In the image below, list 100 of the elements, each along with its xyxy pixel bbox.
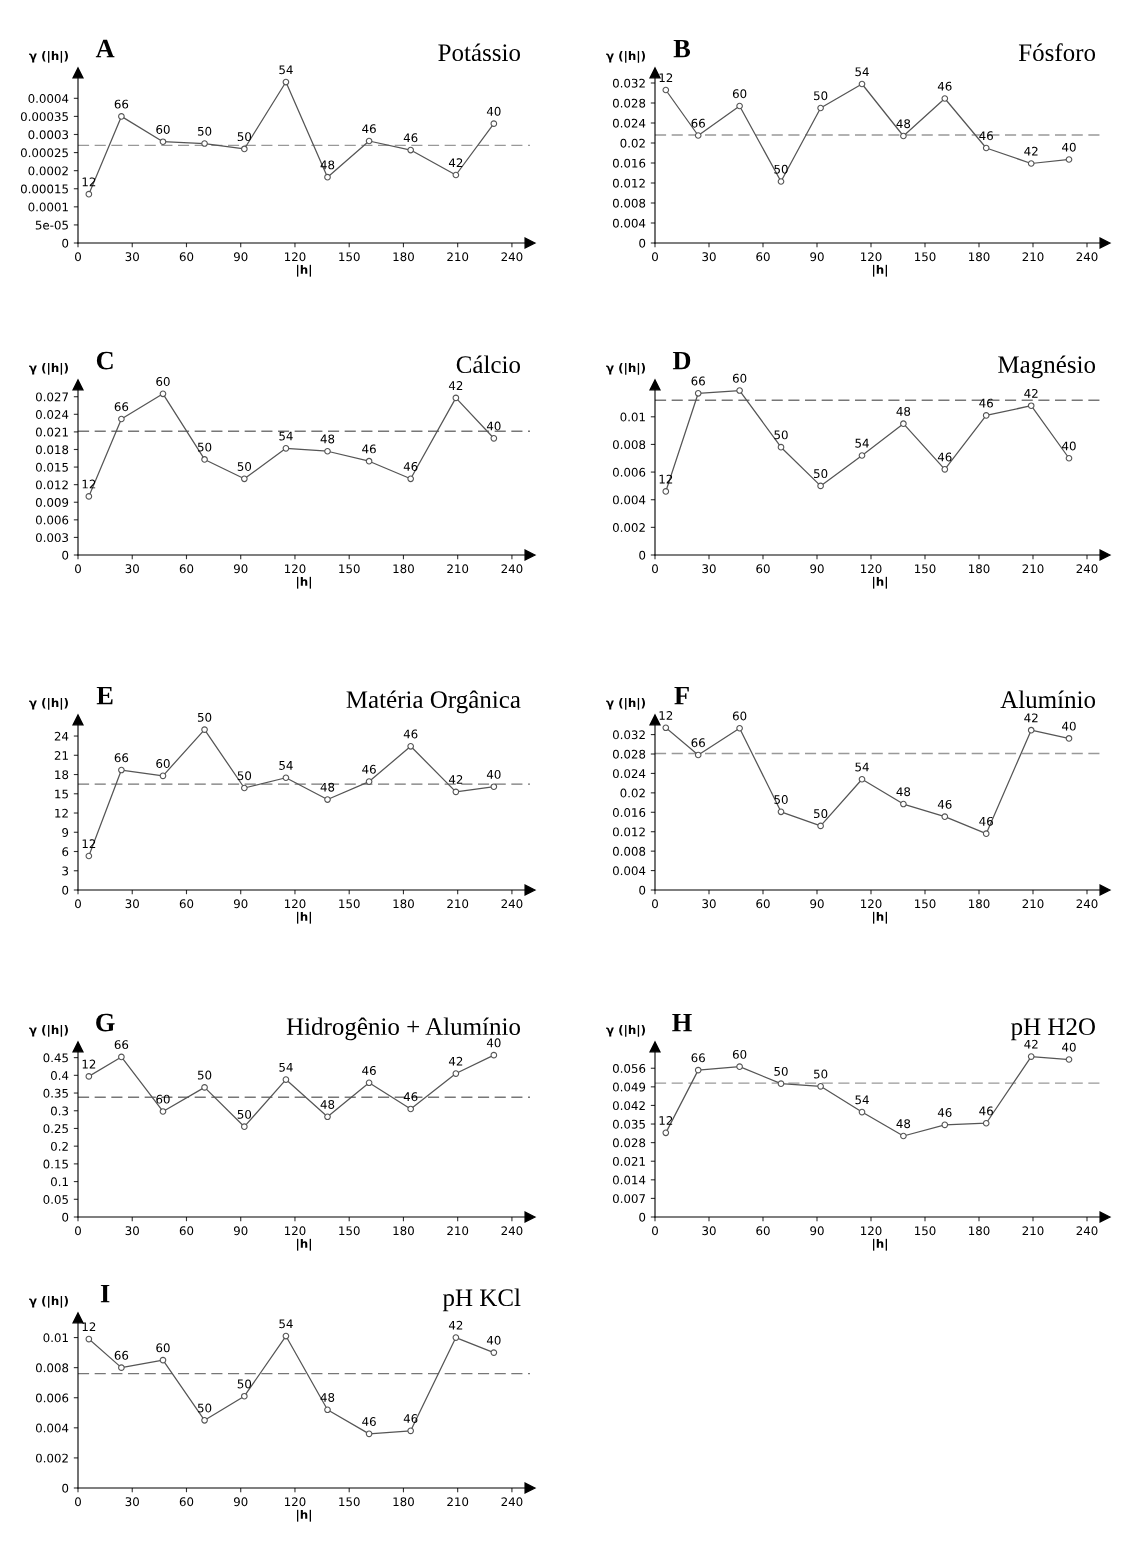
y-tick-label: 0: [62, 238, 69, 248]
annotation: 46: [979, 398, 993, 408]
y-tick-label: 0.00025: [20, 148, 68, 158]
y-axis-title: γ (|h|): [29, 1295, 68, 1308]
annotation: 12: [659, 474, 673, 484]
point: [777, 1080, 785, 1087]
point: [736, 1063, 743, 1070]
annotation: 66: [114, 1350, 129, 1360]
point: [118, 766, 125, 774]
x-tick-label: 210: [1022, 252, 1044, 262]
point: [1027, 402, 1035, 410]
x-tick-label: 120: [284, 1497, 306, 1507]
point: [777, 178, 785, 185]
point: [159, 1356, 167, 1364]
point: [282, 774, 290, 782]
y-tick-label: 0.006: [35, 515, 69, 525]
x-tick-label: 120: [284, 899, 306, 909]
x-tick-label: 180: [969, 252, 990, 262]
annotation: 12: [82, 177, 96, 187]
y-axis-title: γ (|h|): [606, 50, 645, 63]
chart-title: I: [100, 1284, 110, 1303]
annotation: 46: [362, 764, 376, 774]
x-tick-label: 180: [393, 1226, 414, 1236]
x-tick-label: 210: [447, 899, 469, 909]
point: [365, 457, 373, 465]
y-tick-label: 0.028: [612, 1138, 646, 1148]
annotation: 42: [1024, 388, 1038, 398]
y-axis-title: γ (|h|): [29, 1024, 68, 1037]
x-tick-label: 30: [702, 899, 716, 909]
annotation: 54: [279, 1062, 293, 1072]
x-tick-label: 180: [969, 899, 990, 909]
x-axis-title: |h|: [872, 576, 888, 589]
point: [858, 1108, 866, 1116]
annotation: 50: [237, 462, 252, 471]
x-tick-label: 90: [810, 899, 824, 909]
point: [282, 1332, 290, 1340]
point: [1065, 1056, 1073, 1063]
x-tick-label: 210: [447, 252, 469, 262]
y-tick-label: 0.009: [35, 497, 69, 507]
point: [365, 137, 373, 145]
point: [982, 412, 990, 419]
annotation: 46: [937, 81, 952, 91]
annotation: 40: [486, 1335, 501, 1345]
point: [777, 808, 785, 816]
point: [662, 86, 670, 94]
annotation: 66: [114, 1040, 129, 1050]
x-axis-title: |h|: [872, 911, 888, 924]
annotation: 46: [362, 1417, 376, 1426]
x-axis-title: |h|: [296, 911, 312, 924]
x-tick-label: 90: [810, 564, 824, 574]
point: [694, 751, 702, 759]
y-tick-label: 0.003: [35, 533, 69, 543]
y-tick-label: 0.012: [35, 480, 68, 490]
y-tick-label: 0.00035: [20, 112, 68, 122]
x-tick-label: 90: [233, 1226, 248, 1236]
annotation: 54: [855, 438, 869, 448]
annotation: 50: [774, 164, 788, 174]
x-tick-label: 90: [233, 252, 248, 262]
point: [736, 387, 743, 394]
y-tick-label: 0.0001: [28, 202, 68, 212]
annotation: 46: [403, 729, 418, 739]
x-tick-label: 0: [75, 1497, 81, 1507]
chart-title: A: [95, 39, 115, 58]
point: [201, 1084, 208, 1091]
annotation: 46: [362, 1066, 376, 1075]
point: [982, 1119, 990, 1127]
point: [452, 171, 460, 179]
point: [900, 1132, 907, 1140]
y-tick-label: 0.021: [612, 1156, 645, 1166]
y-tick-label: 0.024: [35, 410, 69, 419]
annotation: 42: [1024, 146, 1038, 156]
y-tick-label: 0.012: [612, 178, 645, 188]
point: [201, 140, 208, 147]
y-tick-label: 9: [62, 827, 69, 837]
point: [85, 493, 93, 500]
point: [241, 1123, 248, 1131]
annotation: 60: [732, 1049, 747, 1059]
annotation: 50: [774, 430, 788, 440]
x-tick-label: 240: [1076, 252, 1098, 262]
chart-subtitle: Alumínio: [1000, 690, 1096, 709]
x-tick-label: 0: [75, 1226, 81, 1236]
annotation: 50: [197, 712, 212, 722]
annotation: 60: [156, 1094, 170, 1104]
y-tick-label: 0.004: [612, 495, 646, 505]
y-tick-label: 0.016: [612, 808, 646, 817]
point: [662, 724, 670, 732]
x-tick-label: 150: [339, 564, 360, 574]
y-tick-label: 0: [639, 885, 646, 895]
y-tick-label: 0.004: [612, 218, 646, 228]
x-tick-label: 60: [179, 1226, 194, 1236]
x-tick-label: 150: [339, 1497, 360, 1507]
y-tick-label: 0.008: [612, 198, 646, 208]
annotation: 12: [82, 479, 96, 489]
x-tick-label: 150: [339, 899, 360, 909]
annotation: 46: [937, 1108, 952, 1117]
y-tick-label: 0.004: [612, 866, 646, 876]
x-tick-label: 150: [339, 1226, 360, 1236]
annotation: 48: [320, 1100, 335, 1109]
point: [1065, 735, 1073, 742]
x-tick-label: 0: [652, 252, 658, 262]
